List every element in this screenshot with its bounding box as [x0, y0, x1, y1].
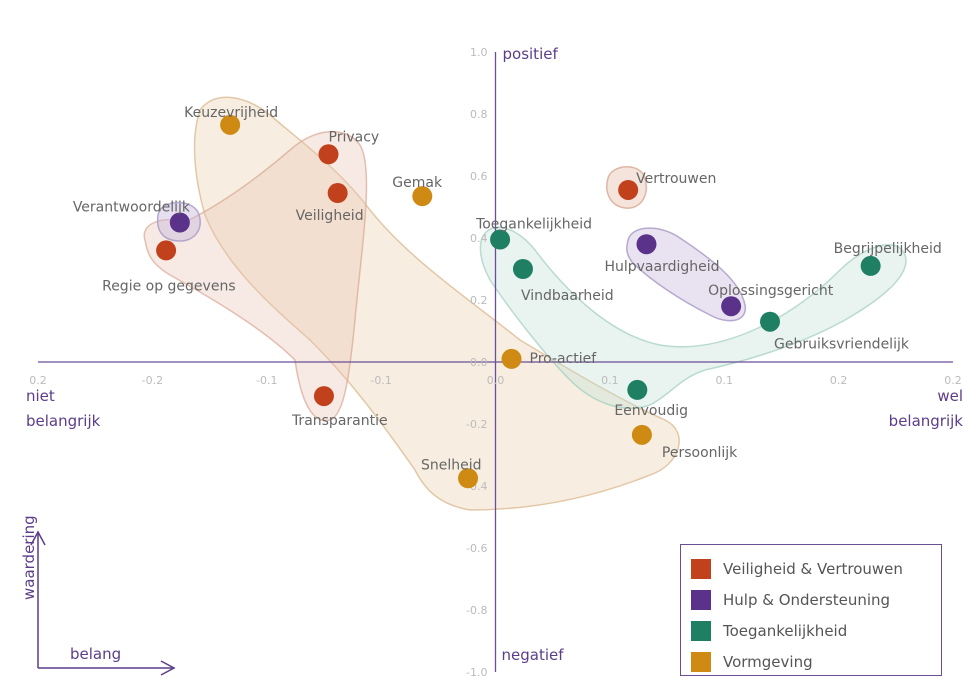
x-tick-label: 0.1 — [601, 374, 619, 387]
corner-x-label: belang — [70, 645, 122, 663]
data-point — [412, 186, 433, 207]
data-point — [458, 468, 479, 489]
legend-label: Toegankelijkheid — [723, 621, 848, 640]
point-label: Gebruiksvriendelijk — [774, 337, 910, 353]
x-tick-label: 0.2 — [830, 374, 848, 387]
cluster-toegankelijkheid-region — [479, 226, 907, 409]
point-label: Toegankelijkheid — [475, 217, 592, 233]
legend-swatch — [691, 620, 711, 641]
x-tick-label: 0.2 — [29, 374, 47, 387]
corner-y-label: waardering — [20, 515, 38, 600]
data-point — [860, 255, 881, 276]
x-tick-label: 0.2 — [944, 374, 962, 387]
point-label: Vindbaarheid — [521, 288, 614, 304]
data-points — [156, 114, 881, 489]
x-tick-label: -0.2 — [142, 374, 163, 387]
legend-label: Veiligheid & Vertrouwen — [723, 559, 903, 578]
y-tick-label: 0.4 — [470, 232, 488, 245]
axis-words: positief negatief niet belangrijk wel belangr… — [26, 45, 963, 664]
point-label: Veiligheid — [296, 208, 364, 224]
y-tick-label: -0.8 — [466, 604, 487, 617]
corner-arrows — [30, 530, 176, 676]
point-label: Begrijpelijkheid — [834, 241, 942, 257]
data-point — [501, 348, 522, 369]
point-label: Vertrouwen — [636, 171, 716, 187]
point-label: Hulpvaardigheid — [604, 259, 719, 275]
legend-swatch — [691, 651, 711, 672]
x-right-label: belangrijk — [889, 412, 964, 430]
legend-item-vormgeving: Vormgeving — [691, 646, 941, 677]
point-label: Gemak — [392, 175, 443, 191]
point-label: Eenvoudig — [614, 403, 688, 419]
x-tick-label: 0.0 — [487, 374, 505, 387]
legend-item-hulp: Hulp & Ondersteuning — [691, 584, 941, 615]
y-tick-label: -0.2 — [466, 418, 487, 431]
point-label: Snelheid — [421, 457, 482, 473]
point-label: Privacy — [329, 129, 380, 145]
data-point — [318, 144, 339, 165]
x-tick-label: 0.1 — [716, 374, 734, 387]
x-right-label: wel — [937, 387, 963, 405]
cluster-vormgeving-region — [193, 96, 680, 511]
cluster-hulp-region — [626, 227, 746, 322]
y-bottom-label: negatief — [502, 646, 565, 664]
y-tick-label: -1.0 — [466, 666, 487, 679]
tick-labels: 0.2 -0.2 -0.1 -0.1 0.0 0.1 0.1 0.2 0.2 1.0 0.8 0.6 0… — [29, 46, 962, 679]
data-point — [327, 183, 348, 204]
axes — [38, 52, 953, 672]
legend-swatch — [691, 589, 711, 610]
y-tick-label: 1.0 — [470, 46, 488, 59]
legend-label: Hulp & Ondersteuning — [723, 590, 891, 609]
point-label: Persoonlijk — [662, 445, 738, 461]
data-point — [636, 234, 657, 255]
point-label: Pro-actief — [530, 351, 598, 367]
y-top-label: positief — [503, 45, 559, 63]
data-point — [490, 229, 511, 250]
data-point — [721, 296, 742, 317]
x-left-label: belangrijk — [26, 412, 101, 430]
legend: Veiligheid & Vertrouwen Hulp & Ondersteu… — [680, 544, 942, 676]
data-point — [156, 240, 177, 261]
point-labels: Privacy Veiligheid Regie op gegevens Transp… — [73, 105, 942, 473]
corner-x-arrowhead — [160, 660, 176, 676]
data-point — [220, 114, 241, 135]
data-point — [627, 379, 648, 400]
corner-y-arrowhead — [30, 530, 46, 546]
point-label: Keuzevrijheid — [184, 105, 278, 121]
y-tick-label: 0.2 — [470, 294, 488, 307]
point-label: Oplossingsgericht — [708, 283, 834, 299]
point-label: Regie op gegevens — [102, 278, 236, 294]
legend-label: Vormgeving — [723, 652, 813, 671]
data-point — [760, 311, 780, 332]
y-tick-label: 0.6 — [470, 170, 488, 183]
y-tick-label: 0.8 — [470, 108, 488, 121]
x-left-label: niet — [26, 387, 55, 405]
point-label: Verantwoordelijk — [73, 200, 191, 216]
data-point — [631, 424, 652, 445]
point-label: Transparantie — [291, 413, 388, 429]
x-tick-label: -0.1 — [256, 374, 277, 387]
y-tick-label: 0.0 — [470, 356, 488, 369]
y-tick-label: -0.6 — [466, 542, 487, 555]
data-point — [313, 386, 334, 407]
cluster-regions — [143, 96, 907, 511]
legend-item-veiligheid: Veiligheid & Vertrouwen — [691, 553, 941, 584]
data-point — [618, 179, 639, 200]
cluster-veiligheid-region — [143, 131, 368, 422]
legend-item-toegankelijkheid: Toegankelijkheid — [691, 615, 941, 646]
data-point — [169, 212, 190, 233]
x-tick-label: -0.1 — [370, 374, 391, 387]
legend-swatch — [691, 558, 711, 579]
data-point — [512, 259, 533, 279]
